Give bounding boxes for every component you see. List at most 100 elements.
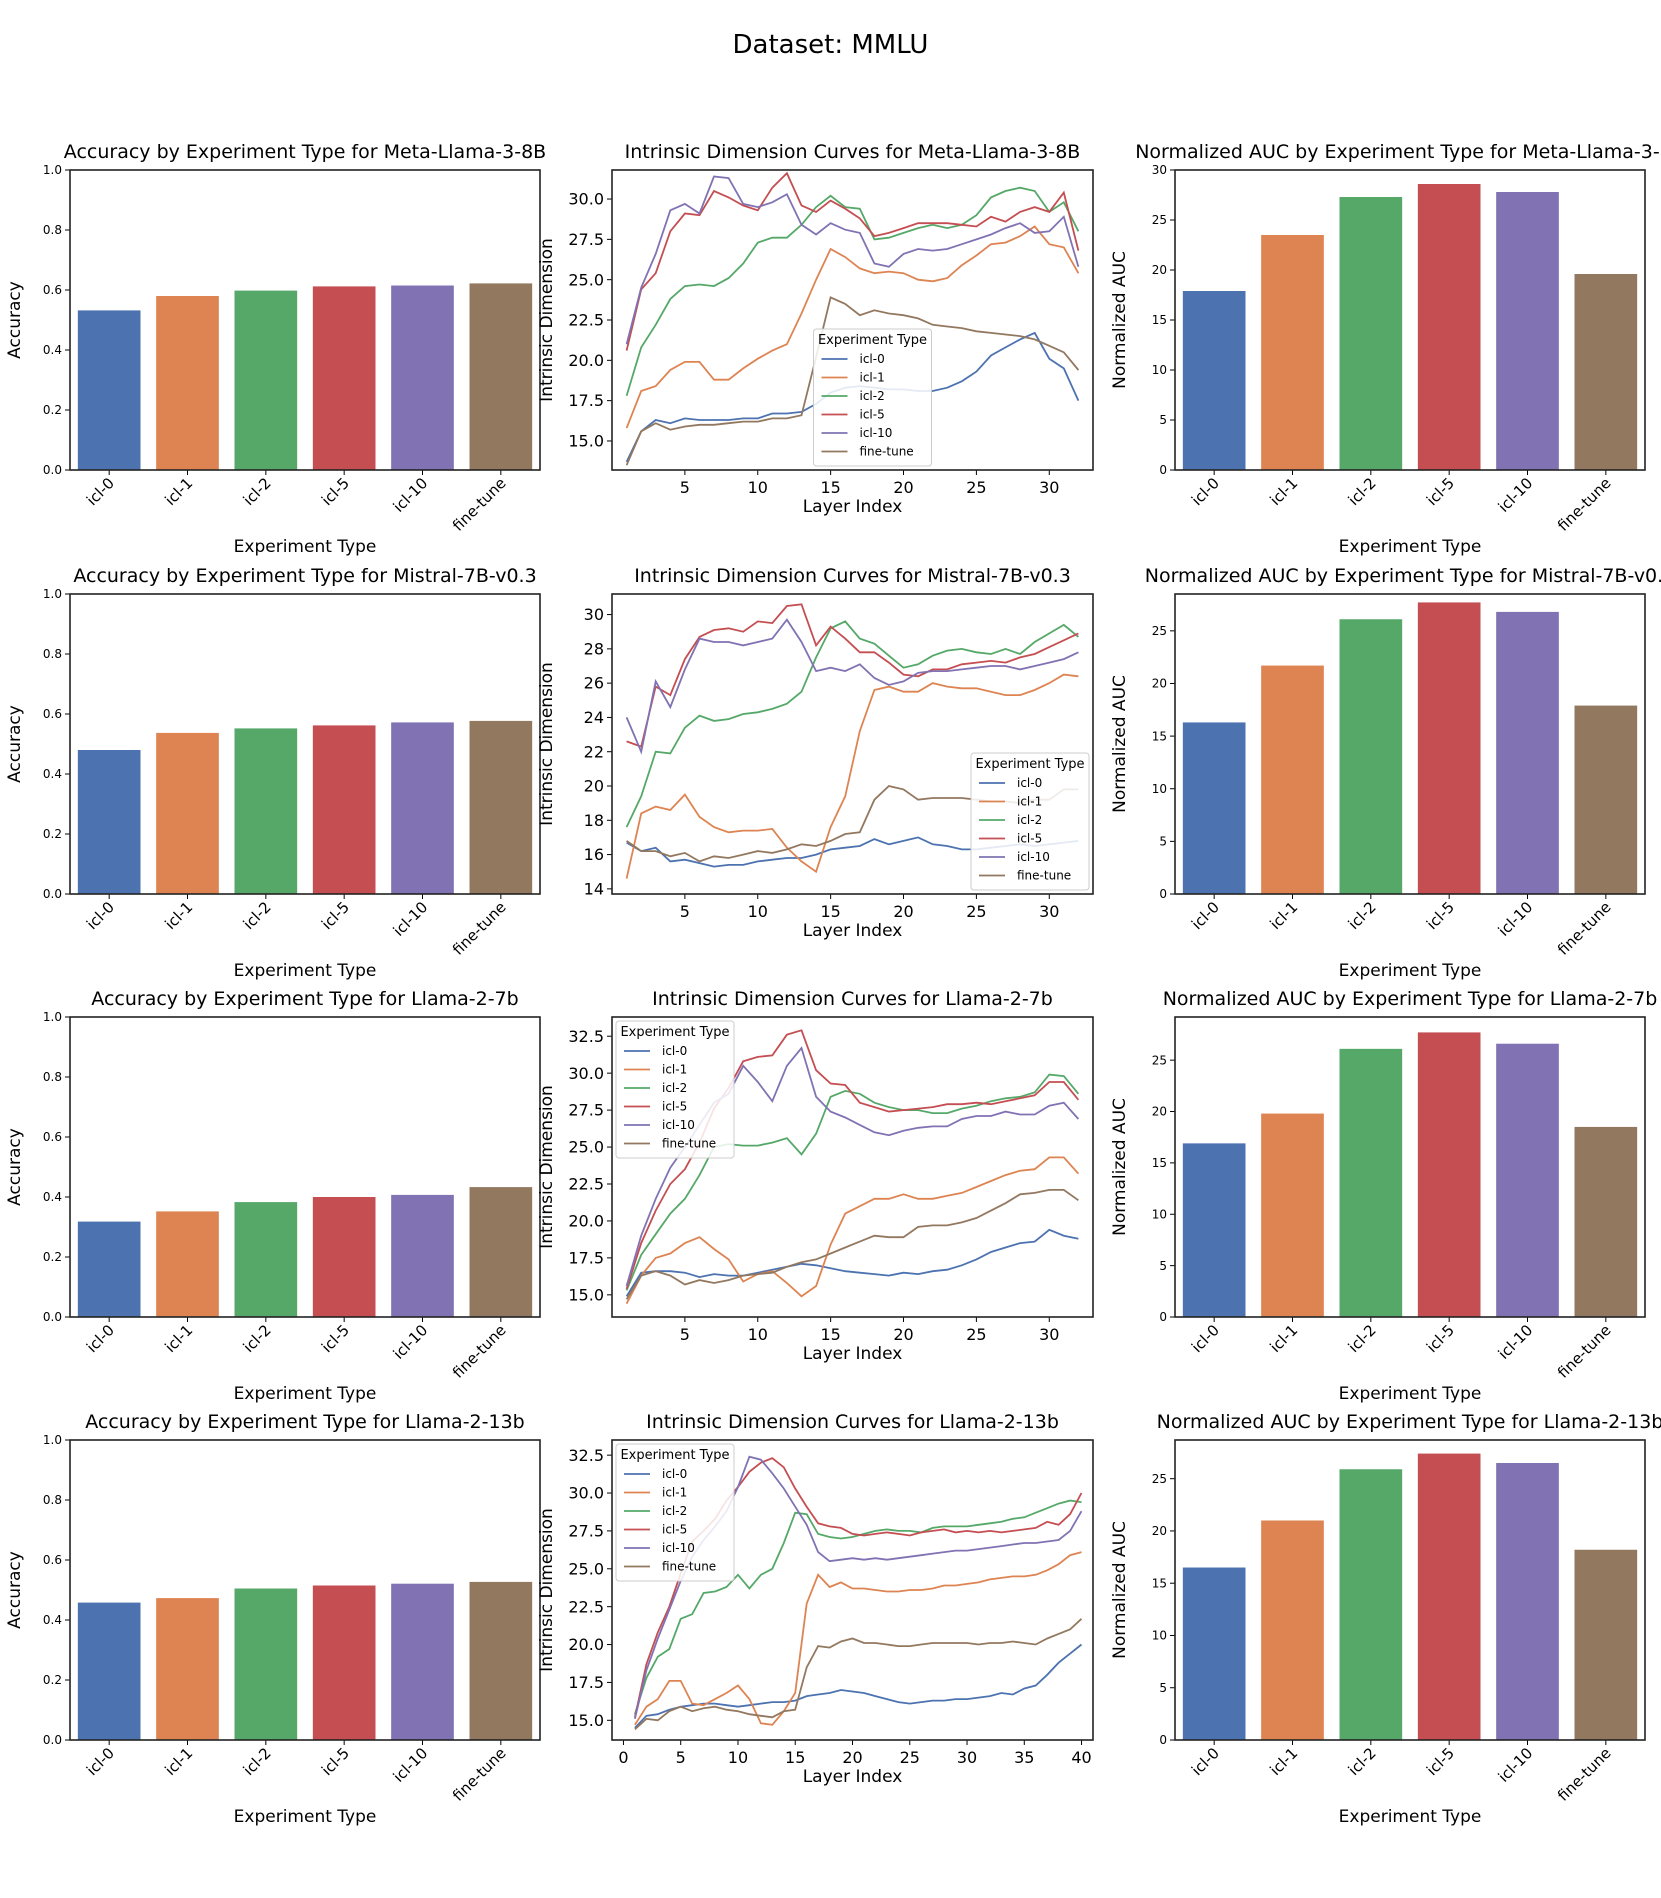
legend-entry-icl-5: icl-5	[662, 1100, 687, 1114]
bar-icl-0	[77, 1221, 141, 1317]
y-tick-label: 28	[584, 639, 604, 658]
legend-entry-icl-5: icl-5	[1017, 832, 1042, 846]
bar-fine-tune	[1574, 1549, 1638, 1740]
x-axis-label: Experiment Type	[1339, 1807, 1482, 1827]
bar-fine-tune	[469, 720, 533, 894]
chart-title: Normalized AUC by Experiment Type for Mi…	[1145, 565, 1661, 587]
y-tick-label: 0.6	[43, 707, 62, 721]
y-tick-label: 1.0	[43, 1433, 62, 1447]
x-tick-label: icl-10	[1495, 1321, 1537, 1363]
series-line-icl-2	[625, 620, 1079, 828]
x-tick-label: 5	[680, 1325, 690, 1344]
x-tick-label: icl-5	[1423, 898, 1458, 933]
x-tick-label: 20	[893, 1325, 913, 1344]
y-tick-label: 15	[1152, 1156, 1167, 1170]
chart-title: Intrinsic Dimension Curves for Mistral-7…	[634, 565, 1071, 587]
axes-frame	[1174, 593, 1646, 895]
y-tick-label: 0.0	[43, 1310, 62, 1324]
y-axis-label: Accuracy	[5, 1128, 25, 1206]
x-axis-label: Experiment Type	[234, 1807, 377, 1827]
y-tick-label: 30	[584, 605, 604, 624]
bar-icl-5	[312, 1197, 376, 1317]
x-tick-label: icl-2	[1345, 1744, 1380, 1779]
y-tick-label: 20.0	[568, 1635, 604, 1654]
x-axis-label: Experiment Type	[234, 537, 377, 557]
legend-title: Experiment Type	[620, 1448, 729, 1463]
x-tick-label: 20	[842, 1748, 862, 1767]
x-tick-label: icl-0	[83, 474, 118, 509]
series-line-fine-tune	[625, 1188, 1079, 1300]
x-tick-label: icl-1	[1266, 898, 1301, 933]
series-line-icl-5	[625, 171, 1080, 351]
chart-panel-9: Normalized AUC by Experiment Type for Ll…	[1110, 988, 1657, 1404]
chart-title: Normalized AUC by Experiment Type for Me…	[1135, 141, 1661, 163]
bar-icl-5	[1417, 184, 1481, 470]
legend: Experiment Type icl-0 icl-1 icl-2 icl-5 icl-1…	[615, 1443, 735, 1582]
bar-icl-5	[1417, 1032, 1481, 1317]
x-tick-label: icl-2	[240, 898, 275, 933]
x-tick-label: icl-2	[240, 1321, 275, 1356]
x-tick-label: 30	[1039, 1325, 1059, 1344]
bar-icl-2	[234, 728, 298, 894]
x-tick-label: icl-0	[83, 1321, 118, 1356]
series-line-fine-tune	[625, 296, 1080, 466]
x-tick-label: fine-tune	[1554, 898, 1615, 959]
y-tick-label: 20	[1152, 1524, 1167, 1538]
chart-title: Intrinsic Dimension Curves for Meta-Llam…	[625, 141, 1081, 163]
legend-entry-icl-5: icl-5	[860, 408, 885, 422]
x-tick-label: icl-10	[1495, 474, 1537, 516]
x-axis-label: Layer Index	[803, 921, 903, 941]
y-tick-label: 25.0	[568, 270, 604, 289]
bar-icl-1	[1261, 235, 1324, 470]
bar-icl-2	[234, 1202, 298, 1317]
x-tick-label: icl-0	[1188, 898, 1223, 933]
y-tick-label: 22	[584, 742, 604, 761]
chart-title: Normalized AUC by Experiment Type for Ll…	[1157, 1411, 1661, 1433]
series-line-icl-0	[634, 1643, 1083, 1729]
y-tick-label: 24	[584, 708, 604, 727]
x-tick-label: 10	[748, 1325, 768, 1344]
x-tick-label: icl-1	[1266, 474, 1301, 509]
chart-panel-3: Normalized AUC by Experiment Type for Me…	[1110, 141, 1661, 557]
chart-panel-4: Accuracy by Experiment Type for Mistral-…	[5, 565, 541, 981]
x-tick-label: icl-0	[83, 898, 118, 933]
y-tick-label: 0.2	[43, 1673, 62, 1687]
legend-frame	[813, 328, 932, 467]
bar-icl-10	[1496, 1043, 1559, 1317]
y-axis-label: Intrinsic Dimension	[537, 1508, 557, 1672]
chart-panel-5: Intrinsic Dimension Curves for Mistral-7…	[537, 565, 1094, 941]
bar-icl-2	[234, 290, 298, 470]
y-tick-label: 0.8	[43, 1493, 62, 1507]
x-tick-label: icl-5	[1423, 474, 1458, 509]
bar-icl-5	[312, 1585, 376, 1740]
y-axis-label: Normalized AUC	[1110, 675, 1130, 813]
y-tick-label: 22.5	[568, 1175, 604, 1194]
x-tick-label: icl-5	[318, 1321, 353, 1356]
x-axis-label: Experiment Type	[234, 1384, 377, 1404]
y-tick-label: 0.0	[43, 1733, 62, 1747]
chart-panel-11: Intrinsic Dimension Curves for Llama-2-1…	[537, 1411, 1094, 1787]
x-tick-label: icl-1	[161, 898, 196, 933]
chart-panel-10: Accuracy by Experiment Type for Llama-2-…	[5, 1411, 541, 1827]
x-axis-label: Experiment Type	[1339, 1384, 1482, 1404]
legend-title: Experiment Type	[818, 333, 927, 348]
y-tick-label: 16	[584, 845, 604, 864]
series-line-icl-2	[625, 186, 1080, 397]
chart-title: Accuracy by Experiment Type for Meta-Lla…	[64, 141, 546, 163]
x-tick-label: icl-5	[1423, 1321, 1458, 1356]
y-tick-label: 25	[1152, 213, 1167, 227]
y-tick-label: 27.5	[568, 1101, 604, 1120]
figure-title: Dataset: MMLU	[732, 30, 929, 60]
y-tick-label: 15.0	[568, 1285, 604, 1304]
x-tick-label: icl-0	[1188, 474, 1223, 509]
y-tick-label: 1.0	[43, 163, 62, 177]
legend-entry-icl-10: icl-10	[1017, 850, 1050, 864]
x-tick-label: 15	[785, 1748, 805, 1767]
bar-icl-0	[1182, 291, 1246, 470]
chart-title: Accuracy by Experiment Type for Llama-2-…	[85, 1411, 525, 1433]
legend-frame	[615, 1020, 735, 1159]
bar-fine-tune	[1574, 274, 1638, 470]
legend-entry-fine-tune: fine-tune	[662, 1560, 716, 1574]
bar-icl-5	[1417, 602, 1481, 894]
bar-icl-0	[77, 750, 141, 894]
